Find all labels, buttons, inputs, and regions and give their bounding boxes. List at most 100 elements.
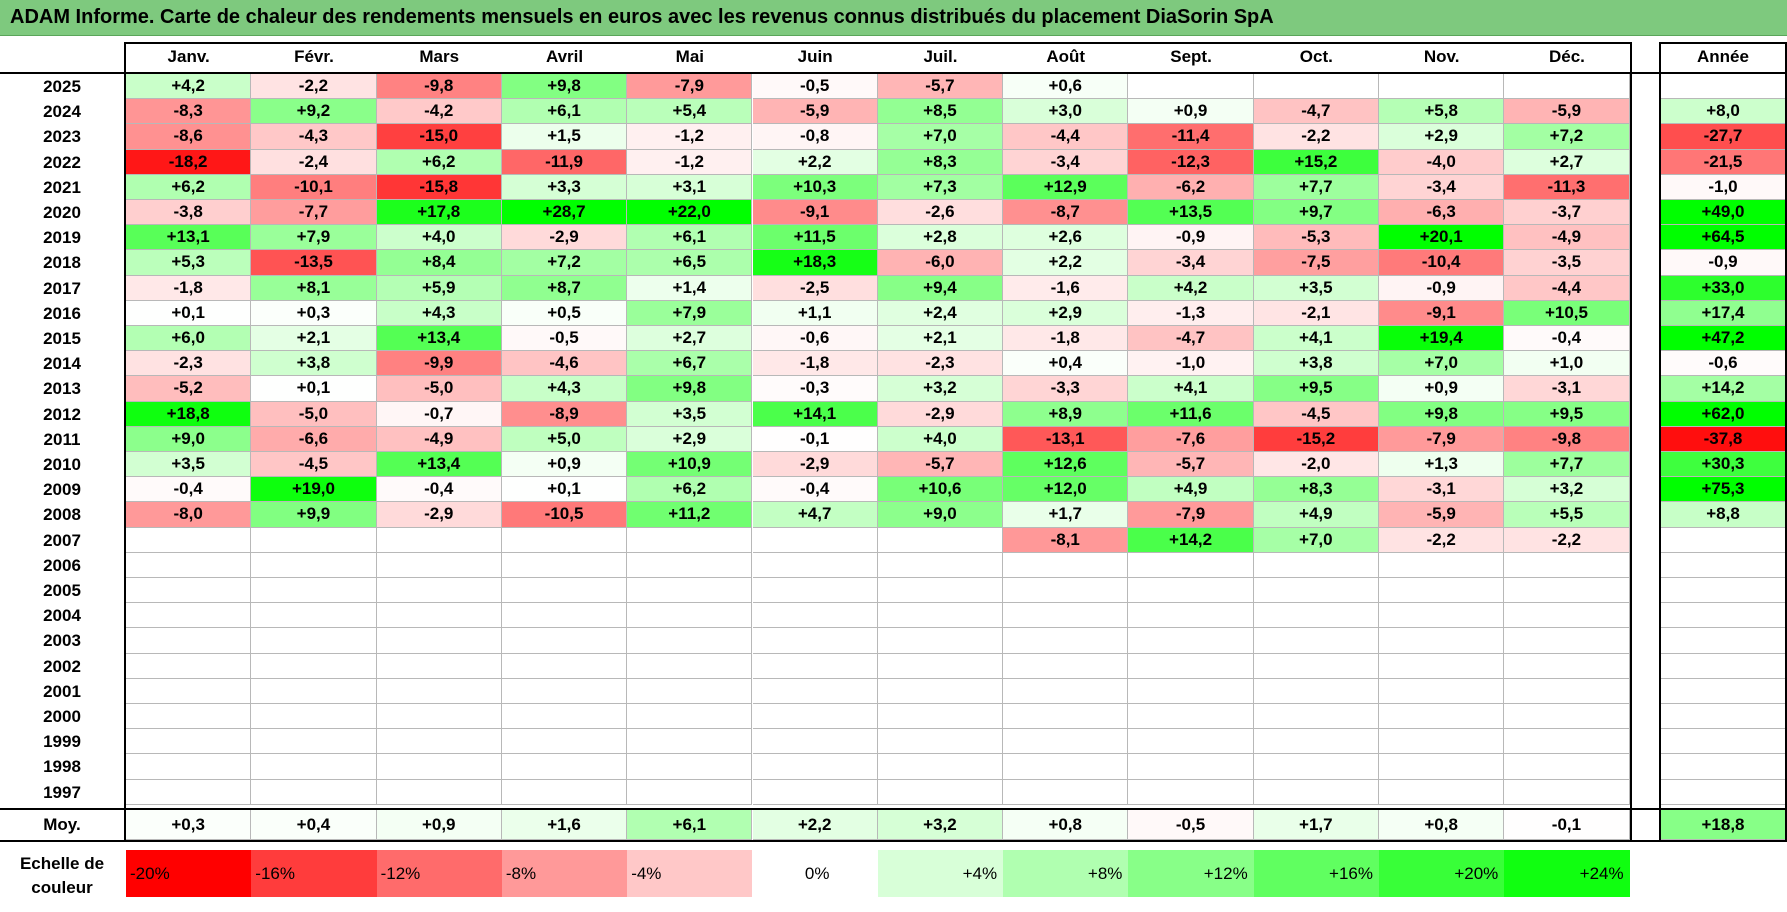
heatmap-cell: -2,2 xyxy=(251,74,377,100)
heatmap-cell xyxy=(1128,552,1254,578)
heatmap-cell: +11,6 xyxy=(1128,401,1254,427)
heatmap-cell xyxy=(627,754,753,780)
heatmap-cell: -4,7 xyxy=(1253,99,1379,125)
average-cell: +0,9 xyxy=(376,810,502,840)
year-column-header: Année xyxy=(1697,47,1749,66)
heatmap-cell xyxy=(1003,552,1129,578)
heatmap-cell xyxy=(1253,603,1379,629)
heatmap-cell: +7,7 xyxy=(1253,174,1379,200)
heatmap-cell: +11,5 xyxy=(752,225,878,251)
heatmap-cell: +5,0 xyxy=(501,426,628,452)
heatmap-cell: -8,9 xyxy=(501,401,628,427)
legend-step: +8% xyxy=(1003,850,1129,897)
legend-step: -12% xyxy=(376,850,502,897)
year-label: 2013 xyxy=(43,379,81,399)
heatmap-cell: +2,8 xyxy=(877,225,1004,251)
heatmap-cell: -8,3 xyxy=(126,99,252,125)
heatmap-cell: +6,5 xyxy=(627,250,753,276)
heatmap-cell: +6,2 xyxy=(126,174,252,200)
heatmap-cell xyxy=(1128,704,1254,730)
heatmap-cell: +19,4 xyxy=(1379,326,1505,352)
heatmap-cell xyxy=(376,704,502,730)
heatmap-cell: -0,9 xyxy=(1379,275,1505,301)
heatmap-cell: -1,8 xyxy=(752,351,878,377)
heatmap-cell: +5,3 xyxy=(126,250,252,276)
heatmap-cell xyxy=(126,527,252,553)
heatmap-cell xyxy=(251,653,377,679)
year-label: 2015 xyxy=(43,329,81,348)
heatmap-cell xyxy=(1379,754,1505,780)
annual-cell xyxy=(1661,74,1785,100)
heatmap-cell: -7,6 xyxy=(1128,426,1254,452)
heatmap-cell xyxy=(126,578,252,604)
heatmap-cell: -5,0 xyxy=(251,401,377,427)
year-label: 2025 xyxy=(43,77,81,96)
heatmap-cell: +7,0 xyxy=(1253,527,1379,553)
heatmap-cell: -2,0 xyxy=(1253,452,1379,478)
heatmap-cell: +22,0 xyxy=(627,200,753,226)
heatmap-cell xyxy=(1379,653,1505,679)
heatmap-cell: +2,9 xyxy=(1379,124,1505,150)
heatmap-cell: +7,2 xyxy=(1504,124,1630,150)
annual-cell: +62,0 xyxy=(1661,401,1785,427)
legend-step: +16% xyxy=(1253,850,1379,897)
heatmap-cell: +9,7 xyxy=(1253,200,1379,226)
heatmap-cell: -5,7 xyxy=(877,74,1004,100)
heatmap-cell xyxy=(1128,729,1254,755)
heatmap-cell: -6,2 xyxy=(1128,174,1254,200)
heatmap-cell: -7,7 xyxy=(251,200,377,226)
heatmap-cell xyxy=(877,729,1004,755)
heatmap-cell xyxy=(877,578,1004,604)
heatmap-cell xyxy=(501,628,628,654)
heatmap-cell xyxy=(1003,653,1129,679)
heatmap-cell xyxy=(627,578,753,604)
month-header: Janv. xyxy=(167,47,210,66)
heatmap-cell xyxy=(752,653,878,679)
heatmap-cell xyxy=(752,527,878,553)
heatmap-cell xyxy=(752,678,878,704)
legend-step: -4% xyxy=(627,850,753,897)
heatmap-cell: -0,6 xyxy=(752,326,878,352)
heatmap-cell xyxy=(1003,578,1129,604)
heatmap-cell: -11,4 xyxy=(1128,124,1254,150)
heatmap-cell xyxy=(1379,779,1505,805)
heatmap-cell xyxy=(1253,754,1379,780)
heatmap-cell xyxy=(1253,74,1379,100)
heatmap-cell xyxy=(627,729,753,755)
annual-cell: -0,6 xyxy=(1661,351,1785,377)
heatmap-cell: +17,8 xyxy=(376,200,502,226)
heatmap-cell: -0,5 xyxy=(501,326,628,352)
heatmap-cell xyxy=(1504,704,1630,730)
heatmap-cell xyxy=(376,552,502,578)
heatmap-cell: -2,9 xyxy=(501,225,628,251)
heatmap-cell xyxy=(752,552,878,578)
annual-cell xyxy=(1661,678,1785,704)
heatmap-cell xyxy=(877,527,1004,553)
heatmap-cell: -5,3 xyxy=(1253,225,1379,251)
heatmap-cell: +10,3 xyxy=(752,174,878,200)
heatmap-cell xyxy=(752,704,878,730)
heatmap-cell: -5,9 xyxy=(752,99,878,125)
heatmap-cell: +9,0 xyxy=(877,502,1004,528)
heatmap-cell: +0,1 xyxy=(501,477,628,503)
year-label: 2009 xyxy=(43,480,81,500)
heatmap-cell: +18,8 xyxy=(126,401,252,427)
heatmap-cell: -18,2 xyxy=(126,149,252,175)
month-header: Nov. xyxy=(1423,47,1460,66)
heatmap-cell: -3,5 xyxy=(1504,250,1630,276)
heatmap-cell: +7,9 xyxy=(627,300,753,326)
heatmap-cell: -1,0 xyxy=(1128,351,1254,377)
heatmap-cell: +7,0 xyxy=(877,124,1004,150)
heatmap-cell: -3,4 xyxy=(1379,174,1505,200)
annual-cell xyxy=(1661,754,1785,780)
heatmap-cell: +8,1 xyxy=(251,275,377,301)
heatmap-cell xyxy=(877,754,1004,780)
heatmap-cell xyxy=(627,552,753,578)
heatmap-cell xyxy=(1504,552,1630,578)
heatmap-cell: +7,7 xyxy=(1504,452,1630,478)
heatmap-cell: -2,3 xyxy=(126,351,252,377)
heatmap-cell: -0,1 xyxy=(752,426,878,452)
average-cell: +0,8 xyxy=(1379,810,1505,840)
heatmap-cell xyxy=(1003,628,1129,654)
annual-cell xyxy=(1661,603,1785,629)
